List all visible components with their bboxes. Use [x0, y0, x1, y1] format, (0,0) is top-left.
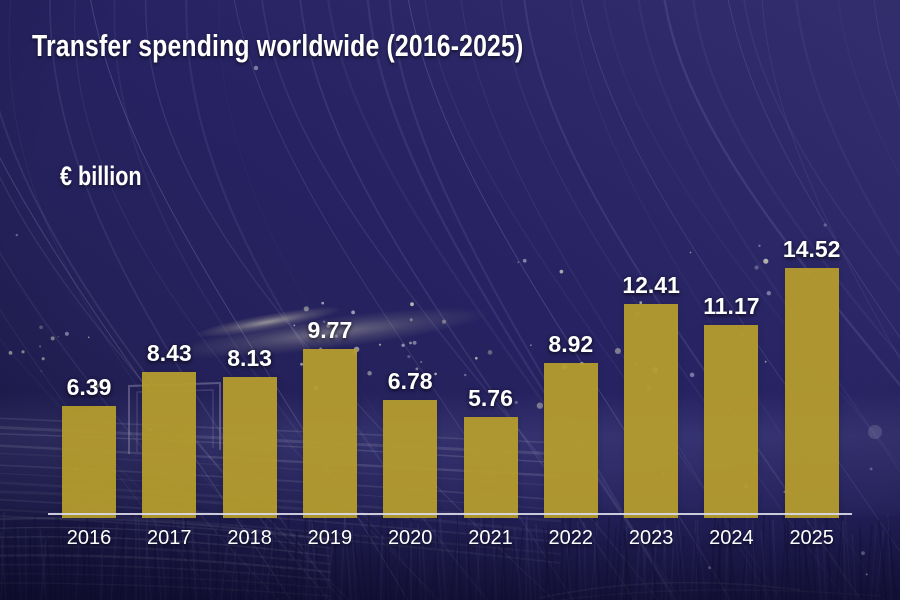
- bar-2017: [142, 371, 197, 518]
- bar-value-label-2023: 12.41: [622, 272, 680, 298]
- x-axis-tick-label-2019: 2019: [307, 527, 353, 549]
- bar-value-label-2019: 9.77: [307, 316, 353, 343]
- bar-value-label-2017: 8.43: [146, 339, 192, 366]
- bar-2018: [222, 376, 277, 518]
- x-axis-tick-label-2017: 2017: [147, 527, 192, 549]
- bar-2020: [383, 399, 438, 518]
- bar-2025: [784, 268, 839, 518]
- bar-2023: [624, 304, 679, 518]
- bar-value-label-2024: 11.17: [703, 293, 760, 320]
- chart-title: Transfer spending worldwide (2016-2025): [32, 28, 524, 63]
- bar-2022: [543, 363, 598, 518]
- bar-2019: [302, 348, 357, 518]
- x-axis-tick-label-2018: 2018: [227, 527, 272, 549]
- x-axis-tick-label-2020: 2020: [387, 527, 433, 549]
- x-axis-tick-label-2023: 2023: [628, 527, 674, 549]
- x-axis-tick-label-2024: 2024: [709, 527, 754, 549]
- bar-value-label-2021: 5.76: [468, 385, 513, 412]
- x-axis-line: [48, 513, 852, 515]
- x-axis-tick-label-2021: 2021: [468, 527, 513, 549]
- x-axis-tick-label-2025: 2025: [789, 527, 834, 549]
- x-axis-tick-label-2016: 2016: [66, 527, 112, 549]
- y-axis-unit-label: € billion: [60, 161, 142, 191]
- bar-2024: [704, 325, 759, 518]
- bar-value-label-2022: 8.92: [548, 331, 594, 358]
- bar-value-label-2016: 6.39: [66, 374, 112, 401]
- bar-value-label-2020: 6.78: [387, 367, 433, 394]
- bar-value-label-2018: 8.13: [227, 344, 272, 371]
- bar-2021: [463, 417, 518, 518]
- bar-2016: [62, 406, 116, 518]
- x-axis-tick-label-2022: 2022: [548, 527, 594, 549]
- bar-value-label-2025: 14.52: [782, 236, 841, 263]
